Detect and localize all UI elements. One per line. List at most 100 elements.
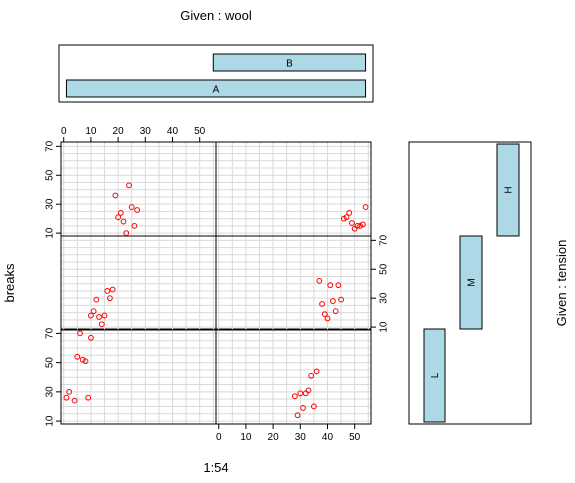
- y-tick-label: 30: [379, 292, 390, 304]
- x-tick-label: 30: [140, 126, 152, 137]
- data-point: [134, 207, 141, 213]
- panel-border: [215, 328, 372, 425]
- x-tick-label: 20: [113, 126, 125, 137]
- data-point: [310, 403, 317, 410]
- data-point: [77, 330, 83, 337]
- data-point: [305, 387, 312, 394]
- data-point: [131, 222, 138, 229]
- data-point: [330, 298, 336, 304]
- data-point: [343, 214, 350, 221]
- data-point: [332, 308, 339, 315]
- tension-bar-label: L: [430, 372, 441, 378]
- data-point: [88, 312, 94, 319]
- wool-bar-B: B: [212, 53, 367, 72]
- y-tick-label: 70: [45, 140, 56, 152]
- data-point: [308, 372, 315, 379]
- panel-border: [60, 141, 217, 237]
- y-tick-label: 70: [45, 327, 56, 339]
- panel-grid: [61, 329, 216, 424]
- panel-grid: [216, 142, 371, 236]
- data-point: [128, 204, 135, 210]
- data-point: [354, 222, 361, 229]
- wool-bar-A: A: [65, 79, 367, 98]
- y-tick-label: 10: [45, 227, 56, 239]
- tension-bar-M: M: [459, 235, 483, 330]
- data-point: [324, 315, 331, 322]
- given-wool-label: Given : wool: [180, 8, 252, 23]
- tension-bar-label: M: [467, 278, 478, 286]
- data-point: [313, 368, 320, 375]
- y-tick-label: 10: [379, 321, 390, 333]
- data-point: [74, 353, 81, 360]
- data-point: [104, 288, 111, 294]
- data-point: [98, 321, 105, 328]
- y-tick-label: 30: [45, 198, 56, 210]
- data-point: [321, 311, 328, 317]
- tension-bar-L: L: [423, 328, 446, 423]
- data-point: [66, 388, 73, 395]
- panel-grid: [61, 236, 216, 330]
- tension-bar-label: H: [504, 186, 515, 193]
- given-tension-label: Given : tension: [554, 240, 569, 327]
- data-point: [300, 405, 306, 411]
- data-point: [71, 397, 78, 404]
- data-point: [109, 286, 116, 293]
- data-point: [93, 296, 100, 303]
- data-point: [316, 277, 323, 284]
- wool-bar-rect: [65, 79, 367, 98]
- data-point: [327, 282, 334, 289]
- wool-bar-label: A: [213, 85, 220, 96]
- data-point: [88, 334, 94, 341]
- data-point: [126, 182, 132, 189]
- panel-border: [215, 141, 372, 237]
- y-tick-label: 30: [45, 386, 56, 398]
- panel-B-M: [215, 235, 372, 331]
- x-tick-label: 0: [61, 126, 67, 137]
- data-point: [349, 220, 355, 226]
- panel-A-L: [60, 328, 217, 425]
- y-tick-label: 50: [45, 357, 56, 369]
- x-axis-label: 1:54: [203, 460, 228, 475]
- data-point: [362, 204, 369, 210]
- x-tick-label: 10: [85, 126, 97, 137]
- tension-bar-H: H: [496, 143, 520, 237]
- panel-axes: 0 10 20 30 40 50 0 10 20 30 40 50 10 30 50 70 10 30 50 70 10…: [45, 126, 390, 443]
- data-point: [294, 412, 301, 419]
- wool-bar-rect: [212, 53, 367, 72]
- data-point: [96, 314, 102, 320]
- y-tick-label: 50: [45, 169, 56, 181]
- x-tick-label: 40: [322, 432, 334, 443]
- data-point: [112, 192, 119, 199]
- panel-grid: [216, 236, 371, 330]
- panel-B-H: [215, 141, 372, 237]
- data-point: [117, 209, 124, 216]
- panel-A-H: [60, 141, 217, 237]
- wool-given-bars: AB: [65, 53, 367, 98]
- panel-grid: [61, 142, 216, 236]
- x-tick-label: 30: [295, 432, 307, 443]
- data-point: [90, 308, 97, 315]
- data-point: [115, 214, 122, 221]
- tension-bar-rect: [459, 235, 483, 330]
- data-point: [335, 282, 342, 289]
- tension-bar-rect: [423, 328, 446, 423]
- x-tick-label: 20: [268, 432, 280, 443]
- data-point: [123, 230, 130, 237]
- data-point: [120, 218, 127, 225]
- y-tick-label: 70: [379, 234, 390, 246]
- y-axis-label: breaks: [2, 263, 17, 303]
- x-tick-label: 10: [240, 432, 252, 443]
- data-point: [107, 295, 113, 302]
- data-point: [63, 394, 70, 401]
- data-point: [319, 301, 325, 307]
- data-point: [338, 296, 344, 303]
- tension-given-box: [408, 141, 532, 425]
- panel-A-M: [60, 235, 217, 331]
- scatter-panels: [60, 141, 372, 425]
- data-point: [291, 393, 298, 400]
- data-point: [346, 209, 353, 216]
- wool-given-box: [58, 44, 374, 103]
- x-tick-label: 40: [167, 126, 179, 137]
- x-tick-label: 50: [349, 432, 361, 443]
